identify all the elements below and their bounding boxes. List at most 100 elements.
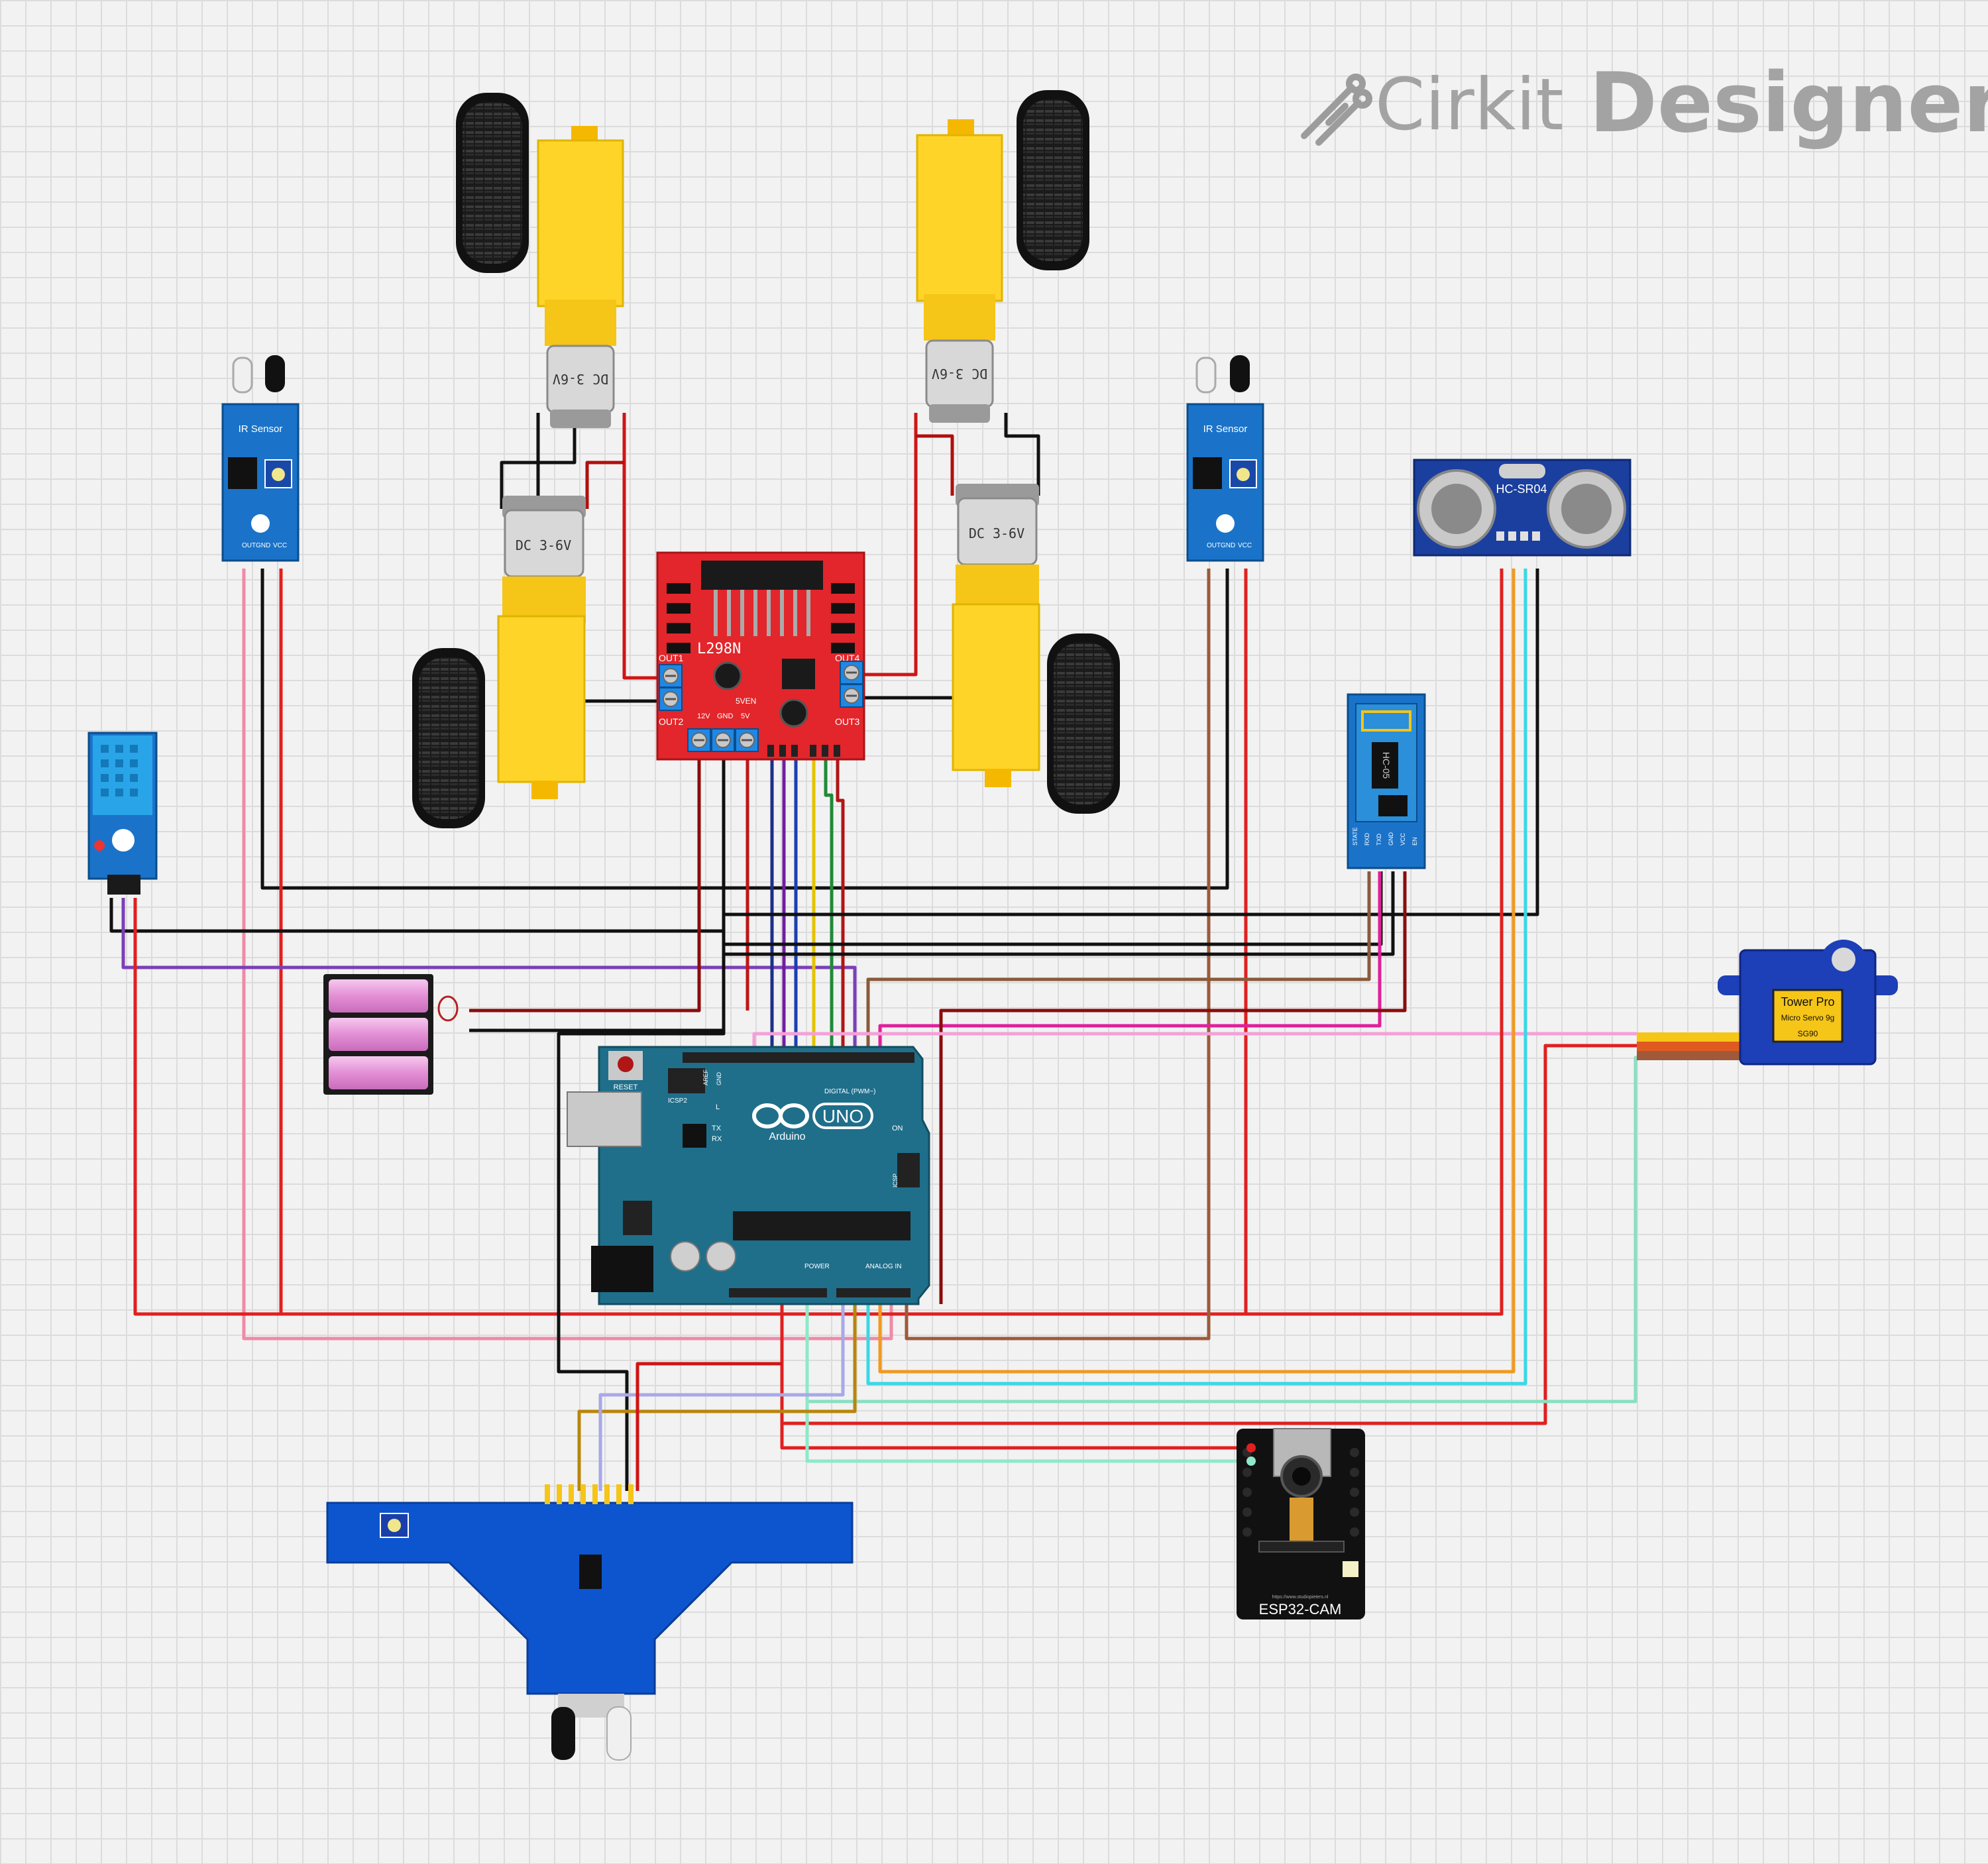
driver-5ven-label: 5VEN — [736, 696, 756, 706]
arduino-reset-button[interactable] — [618, 1056, 634, 1072]
ir-left-pin-out: OUT — [242, 542, 256, 549]
wire-driver-enb — [836, 754, 845, 1049]
wire-sonar-vcc — [1246, 569, 1504, 1316]
arduino-logo — [752, 1103, 809, 1128]
wire-motor-tl-red — [622, 413, 664, 680]
arduino-power-jack — [591, 1246, 653, 1292]
driver-12v-label: 12V — [697, 712, 710, 720]
bt-pin-state: STATE — [1352, 827, 1358, 846]
wire-sonar-echo — [866, 569, 1527, 1386]
wire-sonar-trig — [878, 569, 1516, 1374]
arduino-icsp2-label: ICSP2 — [668, 1097, 687, 1105]
driver-terminal-5v[interactable] — [734, 728, 759, 753]
arduino-digital-label: DIGITAL (PWM~) — [824, 1088, 876, 1095]
bt-pin-gnd: GND — [1388, 832, 1394, 846]
cirkit-logo: Cirkit Designer — [1301, 56, 1988, 151]
driver-gnd-label: GND — [717, 712, 734, 720]
wire-motor-tr-red — [863, 413, 918, 677]
wire-driver-gnd-arduino — [557, 1030, 726, 1491]
wheel-top-right — [1017, 90, 1089, 270]
wire-dht-vcc — [133, 898, 281, 1316]
driver-heatsink — [701, 561, 823, 590]
servo-brand: Tower Pro — [1781, 995, 1834, 1009]
wire-line-a0 — [577, 1304, 857, 1491]
driver-out1-label: OUT1 — [659, 653, 684, 663]
arduino-tx-label: TX — [712, 1124, 722, 1132]
arduino-analog-header — [836, 1288, 911, 1297]
wire-ir-left-out — [242, 569, 893, 1341]
arduino-icsp-label: ICSP — [892, 1174, 899, 1187]
motor-br-label: DC 3-6V — [969, 525, 1024, 541]
wire-gnd-bus — [724, 569, 1539, 916]
arduino-reset-label: RESET — [614, 1083, 638, 1091]
wheel-bottom-left — [412, 648, 485, 828]
wheel-bottom-right — [1047, 633, 1120, 814]
wire-motor-bl-black — [500, 413, 577, 509]
driver-5v-label: 5V — [741, 712, 750, 720]
line-tracking-sensor — [326, 1484, 854, 1761]
wire-esp-gnd — [805, 1304, 1251, 1463]
motor-tl-label: DC 3-6V — [553, 371, 608, 387]
wheel-top-left — [456, 93, 529, 273]
ir-right-pin-vcc: VCC — [1238, 542, 1252, 549]
arduino-digital-header — [683, 1052, 914, 1063]
arduino-analog-label: ANALOG IN — [865, 1263, 901, 1270]
wire-gnd-bus-2 — [724, 871, 1383, 946]
arduino-aref-label: AREF — [702, 1069, 709, 1085]
logo-text-designer: Designer — [1589, 56, 1988, 151]
driver-out3-label: OUT3 — [835, 716, 860, 727]
arduino-mcu-chip — [733, 1211, 911, 1240]
motor-bottom-left: DC 3-6V — [412, 496, 586, 828]
wire-driver-gnd — [469, 754, 726, 1032]
logo-text-cirkit: Cirkit — [1375, 64, 1564, 146]
driver-title: L298N — [697, 641, 741, 657]
ir-left-pin-vcc: VCC — [273, 542, 287, 549]
wire-line-vcc — [635, 1362, 782, 1491]
motor-bottom-right: DC 3-6V — [952, 484, 1120, 814]
wire-driver-12v — [469, 754, 701, 1013]
hc-sr04-ultrasonic: HC-SR04 — [1413, 459, 1631, 557]
servo-model: Micro Servo 9g — [1781, 1013, 1835, 1022]
bt-pin-rxd: RXD — [1364, 832, 1370, 846]
wire-gnd-bus-3 — [724, 871, 1395, 956]
arduino-rx-label: RX — [712, 1135, 722, 1143]
wires — [109, 413, 1637, 1491]
wire-esp-5v — [780, 1304, 1251, 1450]
wire-dht-data — [121, 898, 857, 1049]
driver-terminal-out2[interactable] — [658, 686, 683, 712]
wire-ir-left-vcc — [279, 569, 1248, 1316]
bt-pin-vcc: VCC — [1400, 832, 1406, 846]
arduino-uno: RESET ICSP2 DIGITAL (PWM~) AREF GND Ardu… — [567, 1046, 930, 1305]
arduino-model-label: UNO — [822, 1106, 863, 1126]
sonar-title: HC-SR04 — [1496, 482, 1547, 496]
esp32-url: https://www.studiopieters.nl — [1272, 1595, 1329, 1600]
cirkit-logo-icon — [1301, 74, 1372, 146]
driver-out2-label: OUT2 — [659, 716, 684, 727]
ir-right-pin-gnd: GND — [1221, 542, 1235, 549]
esp32-cam: https://www.studiopieters.nl ESP32-CAM — [1237, 1428, 1365, 1619]
ir-left-pin-gnd: GND — [256, 542, 270, 549]
wire-bt-vcc — [939, 871, 1407, 1304]
driver-terminal-12v[interactable] — [687, 728, 712, 753]
bt-pin-en: EN — [1411, 837, 1418, 846]
driver-terminal-out3[interactable] — [839, 683, 864, 708]
sg90-servo: Tower Pro Micro Servo 9g SG90 — [1637, 940, 1898, 1066]
arduino-usb-port — [567, 1091, 642, 1147]
wire-line-a1 — [598, 1304, 845, 1491]
bt-pin-txd: TXD — [1376, 833, 1382, 846]
wire-motor-tr-black — [1004, 413, 1040, 496]
motor-top-left: DC 3-6V — [456, 93, 624, 428]
ir-left-title: IR Sensor — [239, 423, 283, 435]
motor-top-right: DC 3-6V — [916, 90, 1089, 423]
driver-terminal-out1[interactable] — [658, 663, 683, 688]
driver-terminal-out4[interactable] — [839, 660, 864, 685]
dht11-sensor — [87, 732, 158, 895]
motor-tr-label: DC 3-6V — [932, 366, 987, 382]
driver-terminal-gnd[interactable] — [710, 728, 736, 753]
wire-motor-br-red — [916, 434, 954, 496]
wire-dht-gnd — [109, 898, 724, 933]
wire-motor-bl-red — [585, 461, 624, 509]
arduino-brand-label: Arduino — [769, 1131, 805, 1142]
servo-code: SG90 — [1798, 1029, 1818, 1038]
